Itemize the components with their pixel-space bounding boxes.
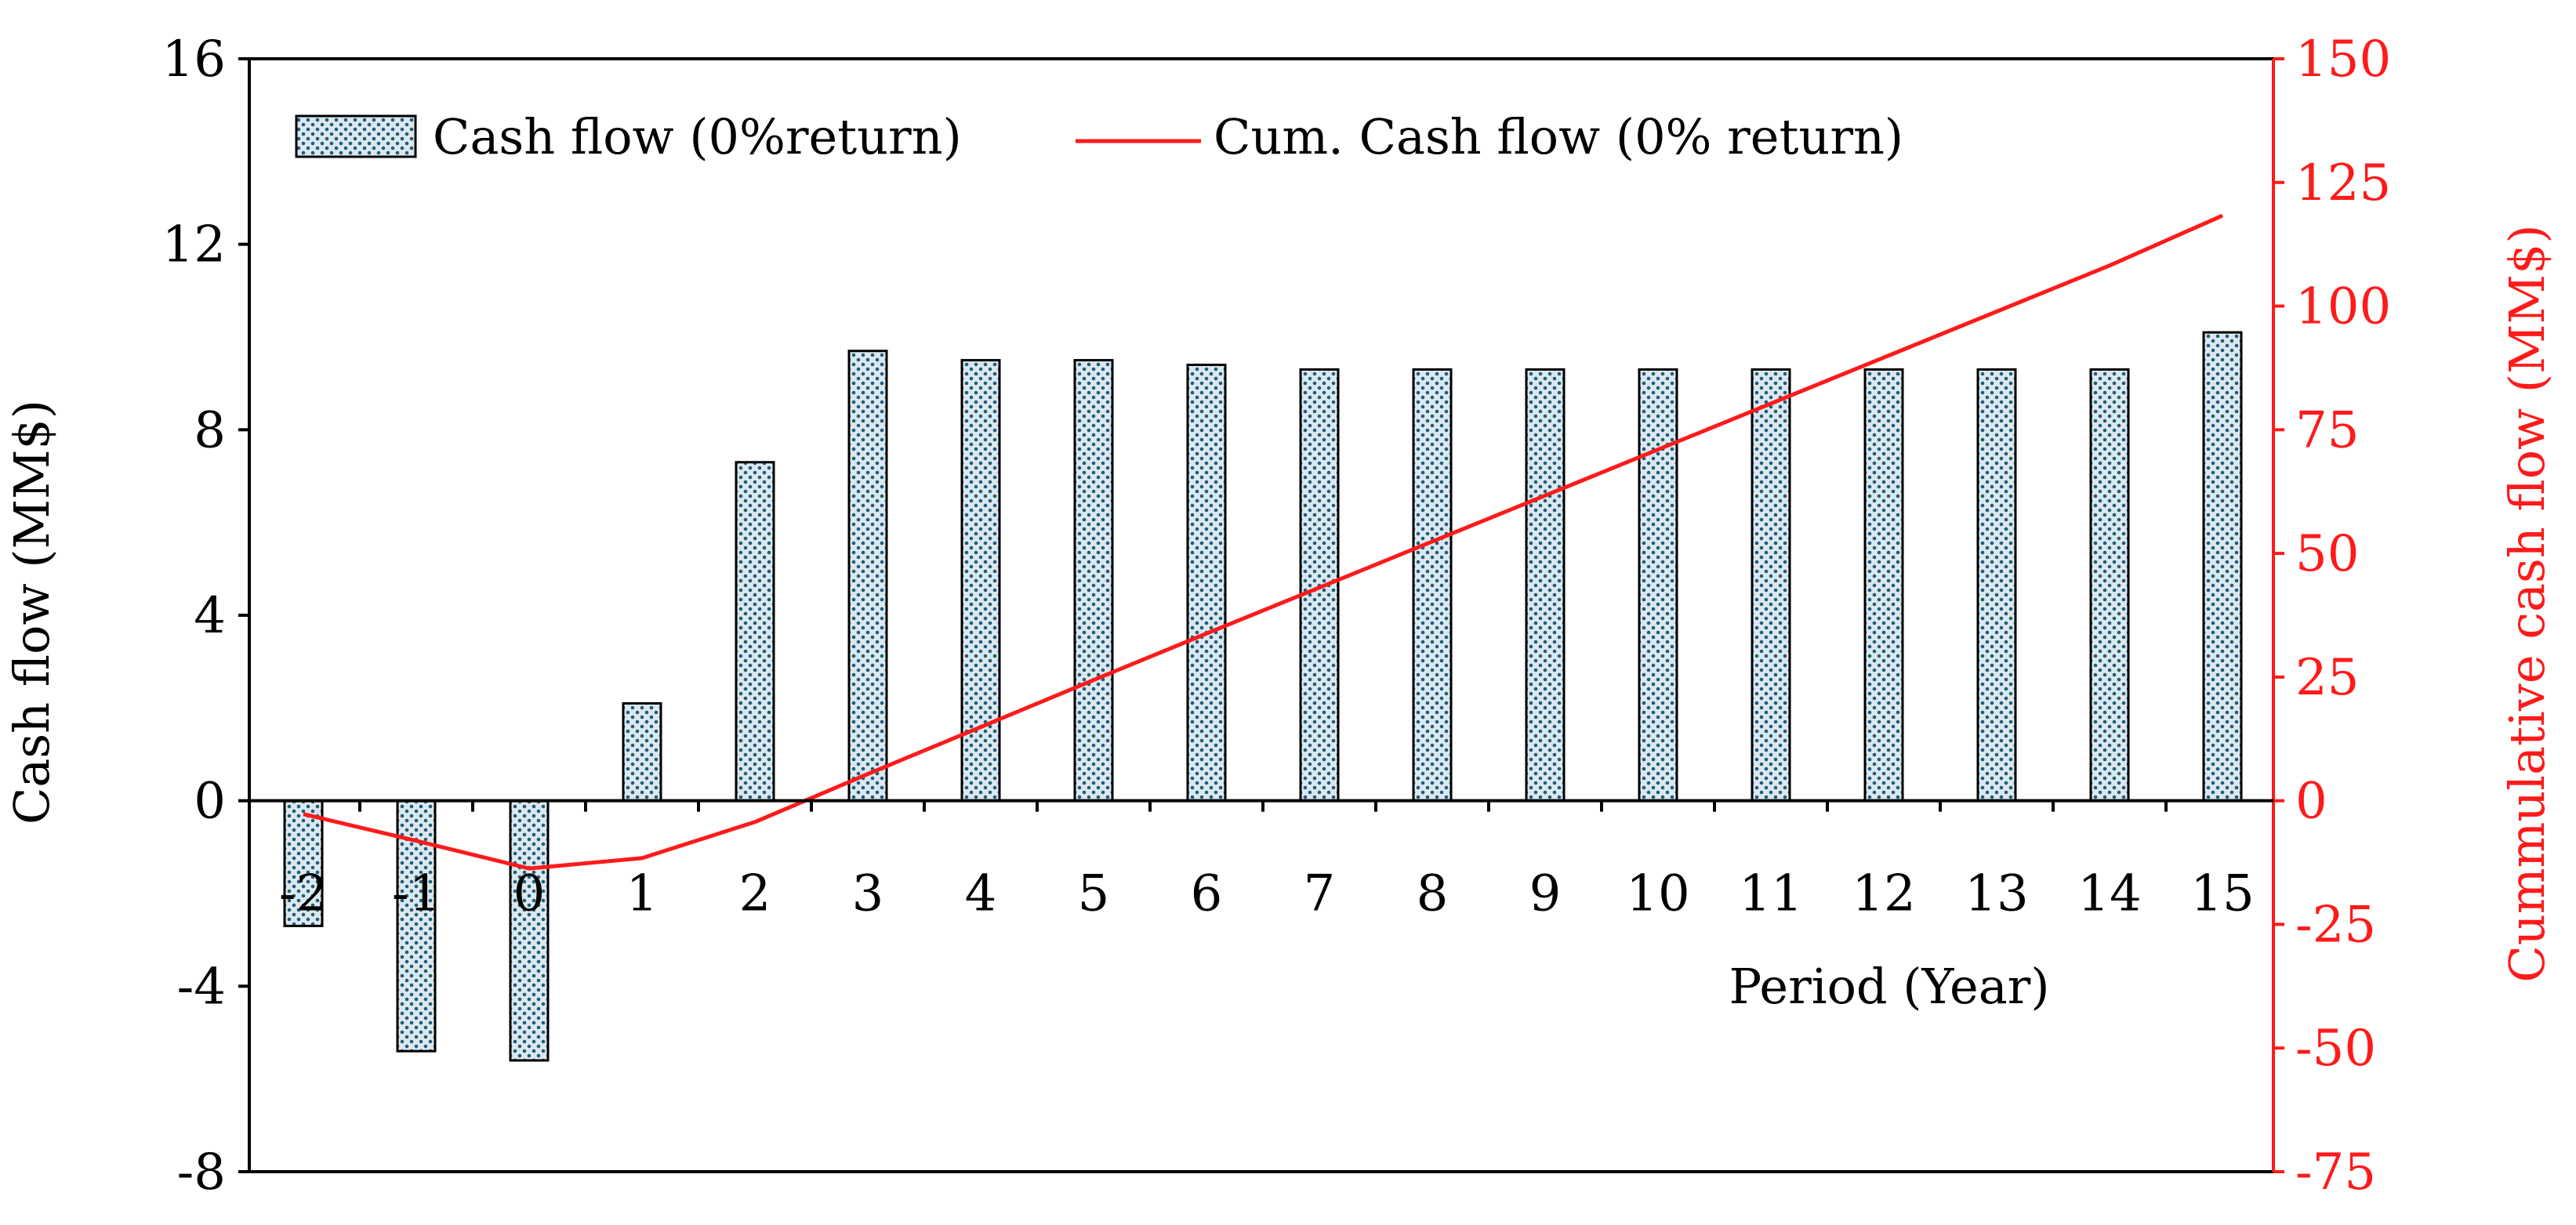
bar — [960, 359, 1001, 803]
y2-tick-label: 75 — [2295, 401, 2359, 459]
y2-tick-label: 50 — [2295, 525, 2359, 583]
x-tick-label: 4 — [965, 865, 997, 923]
y2-axis-title: Cummulative cash flow (MM$) — [2498, 224, 2556, 982]
bar — [2089, 368, 2130, 803]
x-tick-label: 11 — [1739, 865, 1802, 923]
y-tick-label: 4 — [194, 587, 226, 645]
bar — [622, 701, 662, 803]
x-tick-label: -2 — [279, 865, 328, 923]
x-tick-label: 1 — [626, 865, 659, 923]
y2-tick-label: 25 — [2295, 649, 2359, 707]
y-tick-label: -8 — [177, 1143, 226, 1201]
y-tick-label: 8 — [194, 401, 226, 459]
y-tick-label: 16 — [162, 31, 226, 89]
x-tick-label: 7 — [1304, 865, 1336, 923]
y-axis-title: Cash flow (MM$) — [3, 400, 60, 825]
bar — [1186, 364, 1227, 803]
x-tick-label: -1 — [392, 865, 441, 923]
y2-tick-label: 150 — [2295, 31, 2391, 89]
bar — [1299, 368, 1340, 803]
y2-tick-label: -50 — [2295, 1020, 2376, 1078]
x-axis-title: Period (Year) — [1729, 958, 2049, 1015]
cumulative-line — [303, 213, 2224, 871]
bar — [847, 350, 888, 803]
legend-swatch-bar — [295, 114, 417, 158]
x-tick-label: 10 — [1626, 865, 1689, 923]
x-tick-label: 8 — [1417, 865, 1449, 923]
x-tick-label: 9 — [1529, 865, 1562, 923]
y-tick-label: 0 — [194, 773, 226, 831]
bar — [1863, 368, 1904, 803]
bar — [1525, 368, 1566, 803]
x-tick-label: 0 — [513, 865, 546, 923]
y2-tick-label: 125 — [2295, 154, 2391, 212]
y2-tick-label: 0 — [2295, 773, 2327, 831]
bar — [1976, 368, 2017, 803]
y2-tick-label: -75 — [2295, 1143, 2376, 1201]
legend-label-line: Cum. Cash flow (0% return) — [1214, 108, 1903, 165]
bar-series — [283, 331, 2243, 1062]
y2-tick-label: 100 — [2295, 278, 2391, 336]
x-tick-label: 6 — [1191, 865, 1223, 923]
bar — [509, 799, 550, 1062]
x-tick-label: 14 — [2077, 865, 2141, 923]
y-tick-label: 12 — [162, 216, 226, 274]
x-tick-label: 5 — [1078, 865, 1110, 923]
x-tick-label: 2 — [739, 865, 771, 923]
y-tick-label: -4 — [177, 958, 226, 1016]
legend-label-bar: Cash flow (0%return) — [433, 108, 962, 165]
bar — [283, 799, 324, 927]
line-series — [303, 213, 2224, 871]
x-tick-label: 3 — [852, 865, 884, 923]
y2-tick-label: -25 — [2295, 896, 2376, 954]
bar — [1073, 359, 1114, 803]
legend: Cash flow (0%return) Cum. Cash flow (0% … — [295, 108, 1903, 165]
bar — [1412, 368, 1453, 803]
bar — [1751, 368, 1791, 803]
bar — [735, 461, 775, 803]
x-tick-label: 12 — [1852, 865, 1915, 923]
bar — [1638, 368, 1678, 803]
x-tick-label: 13 — [1965, 865, 2028, 923]
bar — [2202, 331, 2243, 803]
x-tick-label: 15 — [2190, 865, 2254, 923]
